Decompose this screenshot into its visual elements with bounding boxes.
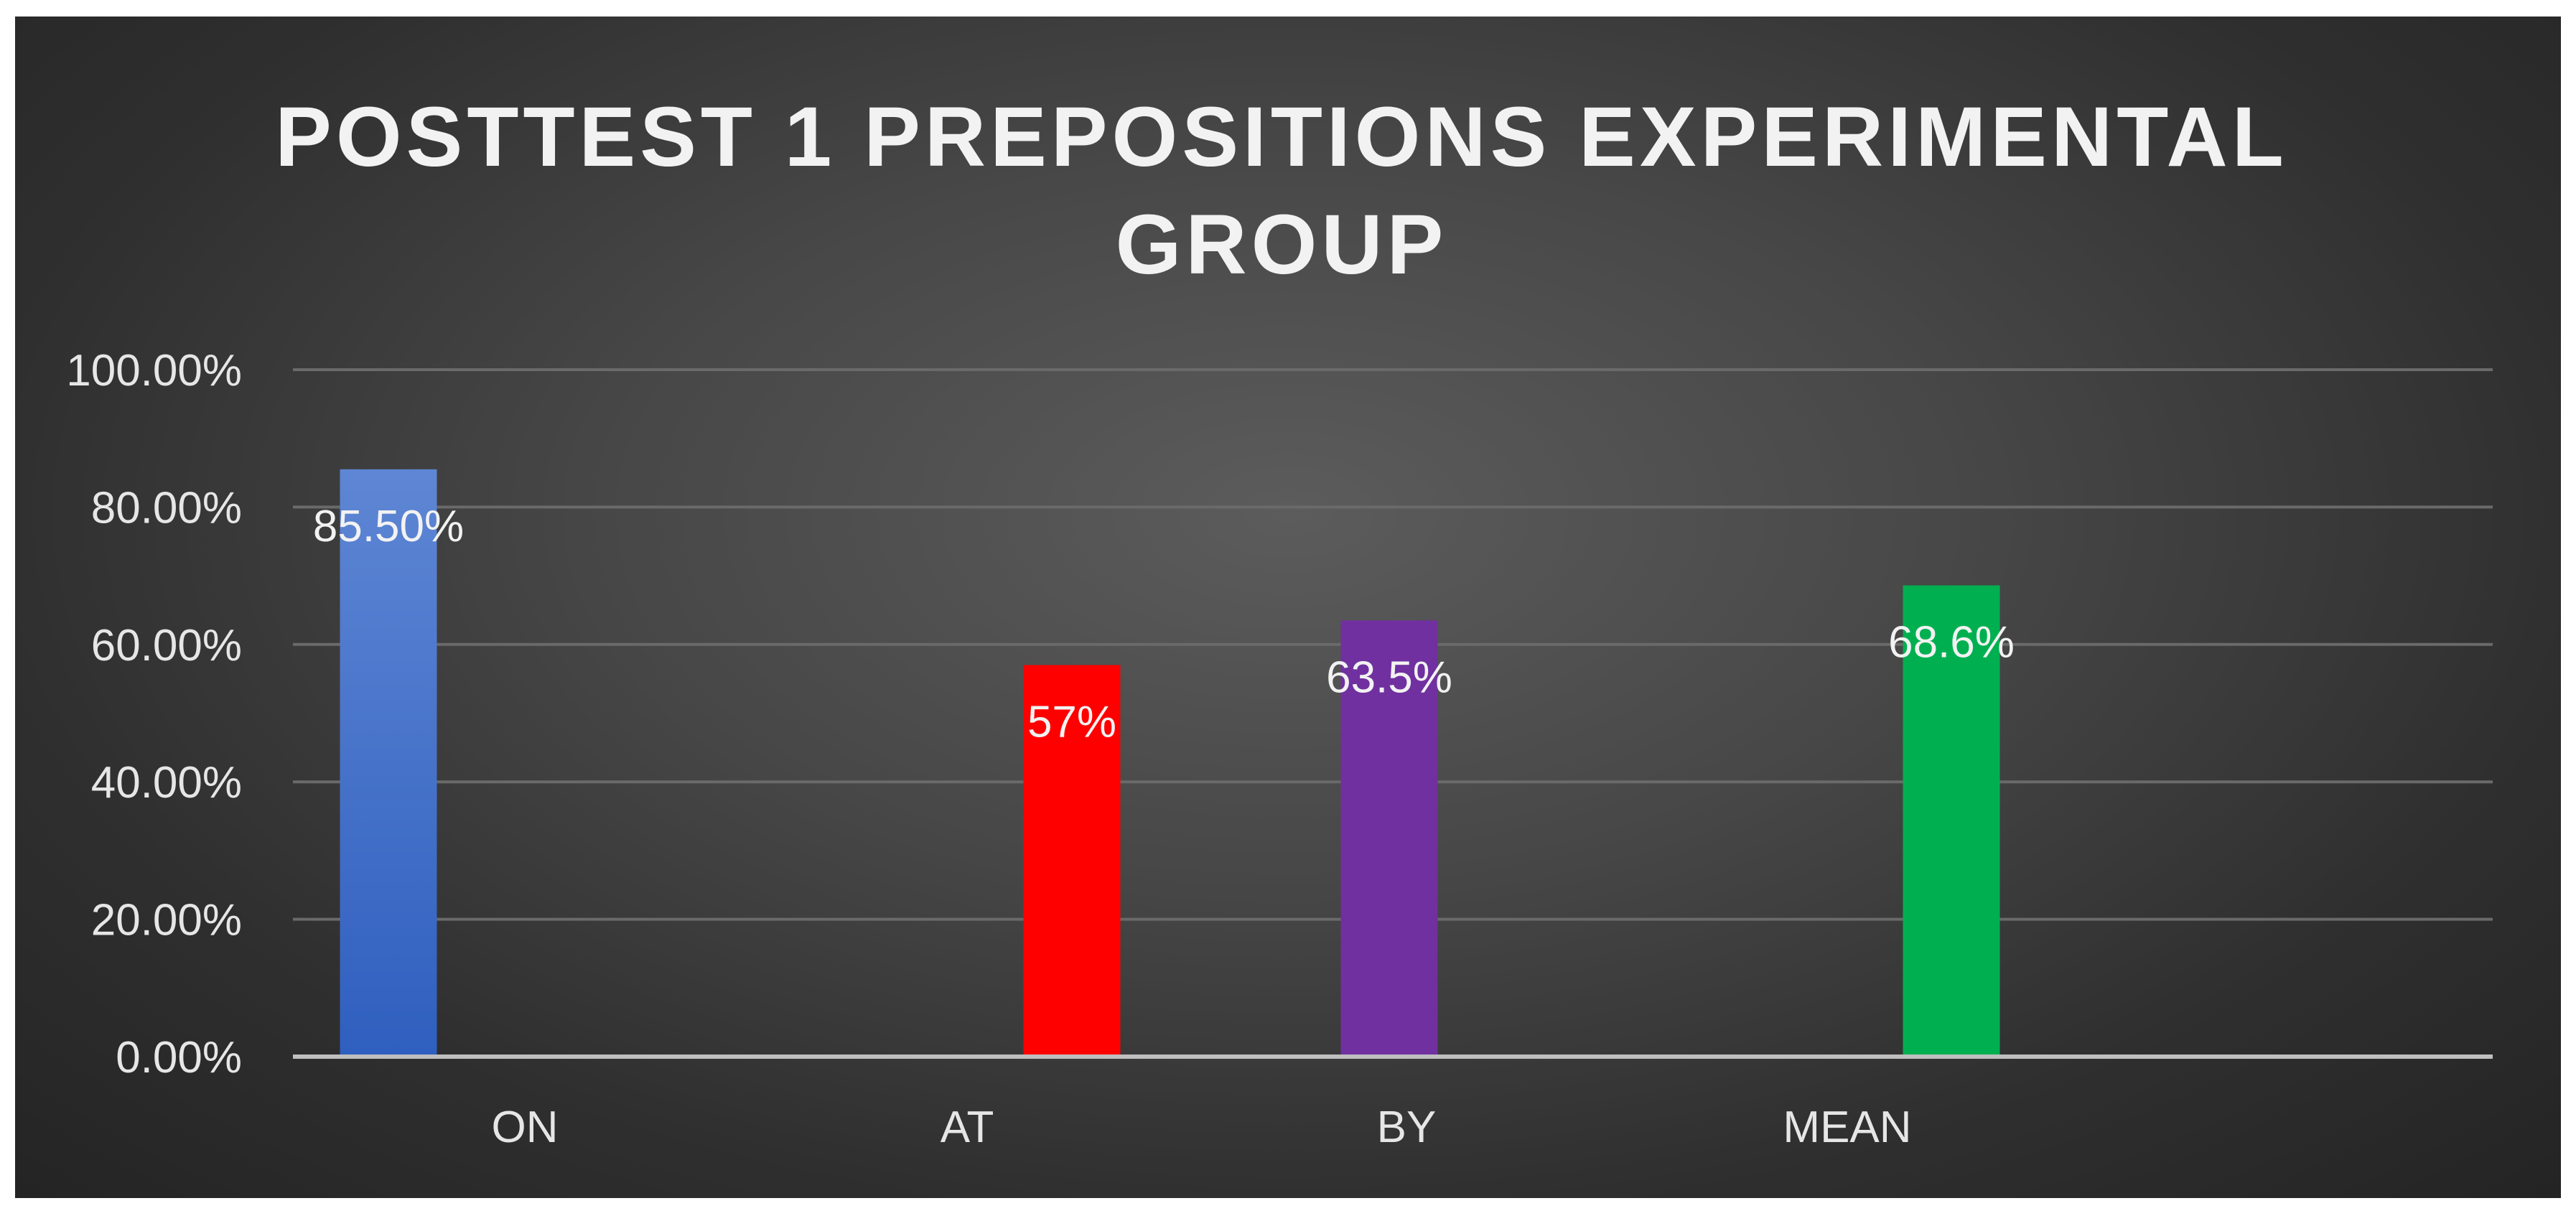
y-tick-label: 20.00% [91,896,242,945]
x-category-label-mean: MEAN [1783,1103,1911,1152]
y-tick-label: 80.00% [91,483,242,533]
chart-title-line-2: GROUP [1116,197,1448,292]
bar-at [1023,665,1121,1057]
x-category-label-by: BY [1377,1103,1437,1152]
x-category-label-on: ON [492,1103,559,1152]
y-tick-label: 0.00% [116,1033,242,1082]
y-tick-label: 60.00% [91,621,242,670]
y-axis-ticks: 0.00% 20.00% 40.00% 60.00% 80.00% 100.00% [66,346,242,1082]
bars [340,469,2000,1057]
chart-title: POSTTEST 1 PREPOSITIONS EXPERIMENTAL GRO… [275,90,2288,292]
data-label-at: 57% [1027,698,1116,747]
x-category-label-at: AT [941,1103,994,1152]
y-tick-label: 100.00% [66,346,242,396]
chart-title-line-1: POSTTEST 1 PREPOSITIONS EXPERIMENTAL [275,90,2288,184]
chart-area: POSTTEST 1 PREPOSITIONS EXPERIMENTAL GRO… [15,17,2561,1198]
data-label-on: 85.50% [313,502,464,551]
y-tick-label: 40.00% [91,758,242,808]
data-labels: 85.50% 57% 63.5% 68.6% [313,502,2015,747]
bar-mean [1903,585,2000,1057]
bar-on [340,469,437,1057]
x-axis-categories: ON AT BY MEAN [492,1103,1912,1152]
data-label-mean: 68.6% [1888,617,2015,667]
bar-chart: POSTTEST 1 PREPOSITIONS EXPERIMENTAL GRO… [66,90,2493,1152]
data-label-by: 63.5% [1326,653,1452,702]
bar-by [1340,620,1438,1057]
